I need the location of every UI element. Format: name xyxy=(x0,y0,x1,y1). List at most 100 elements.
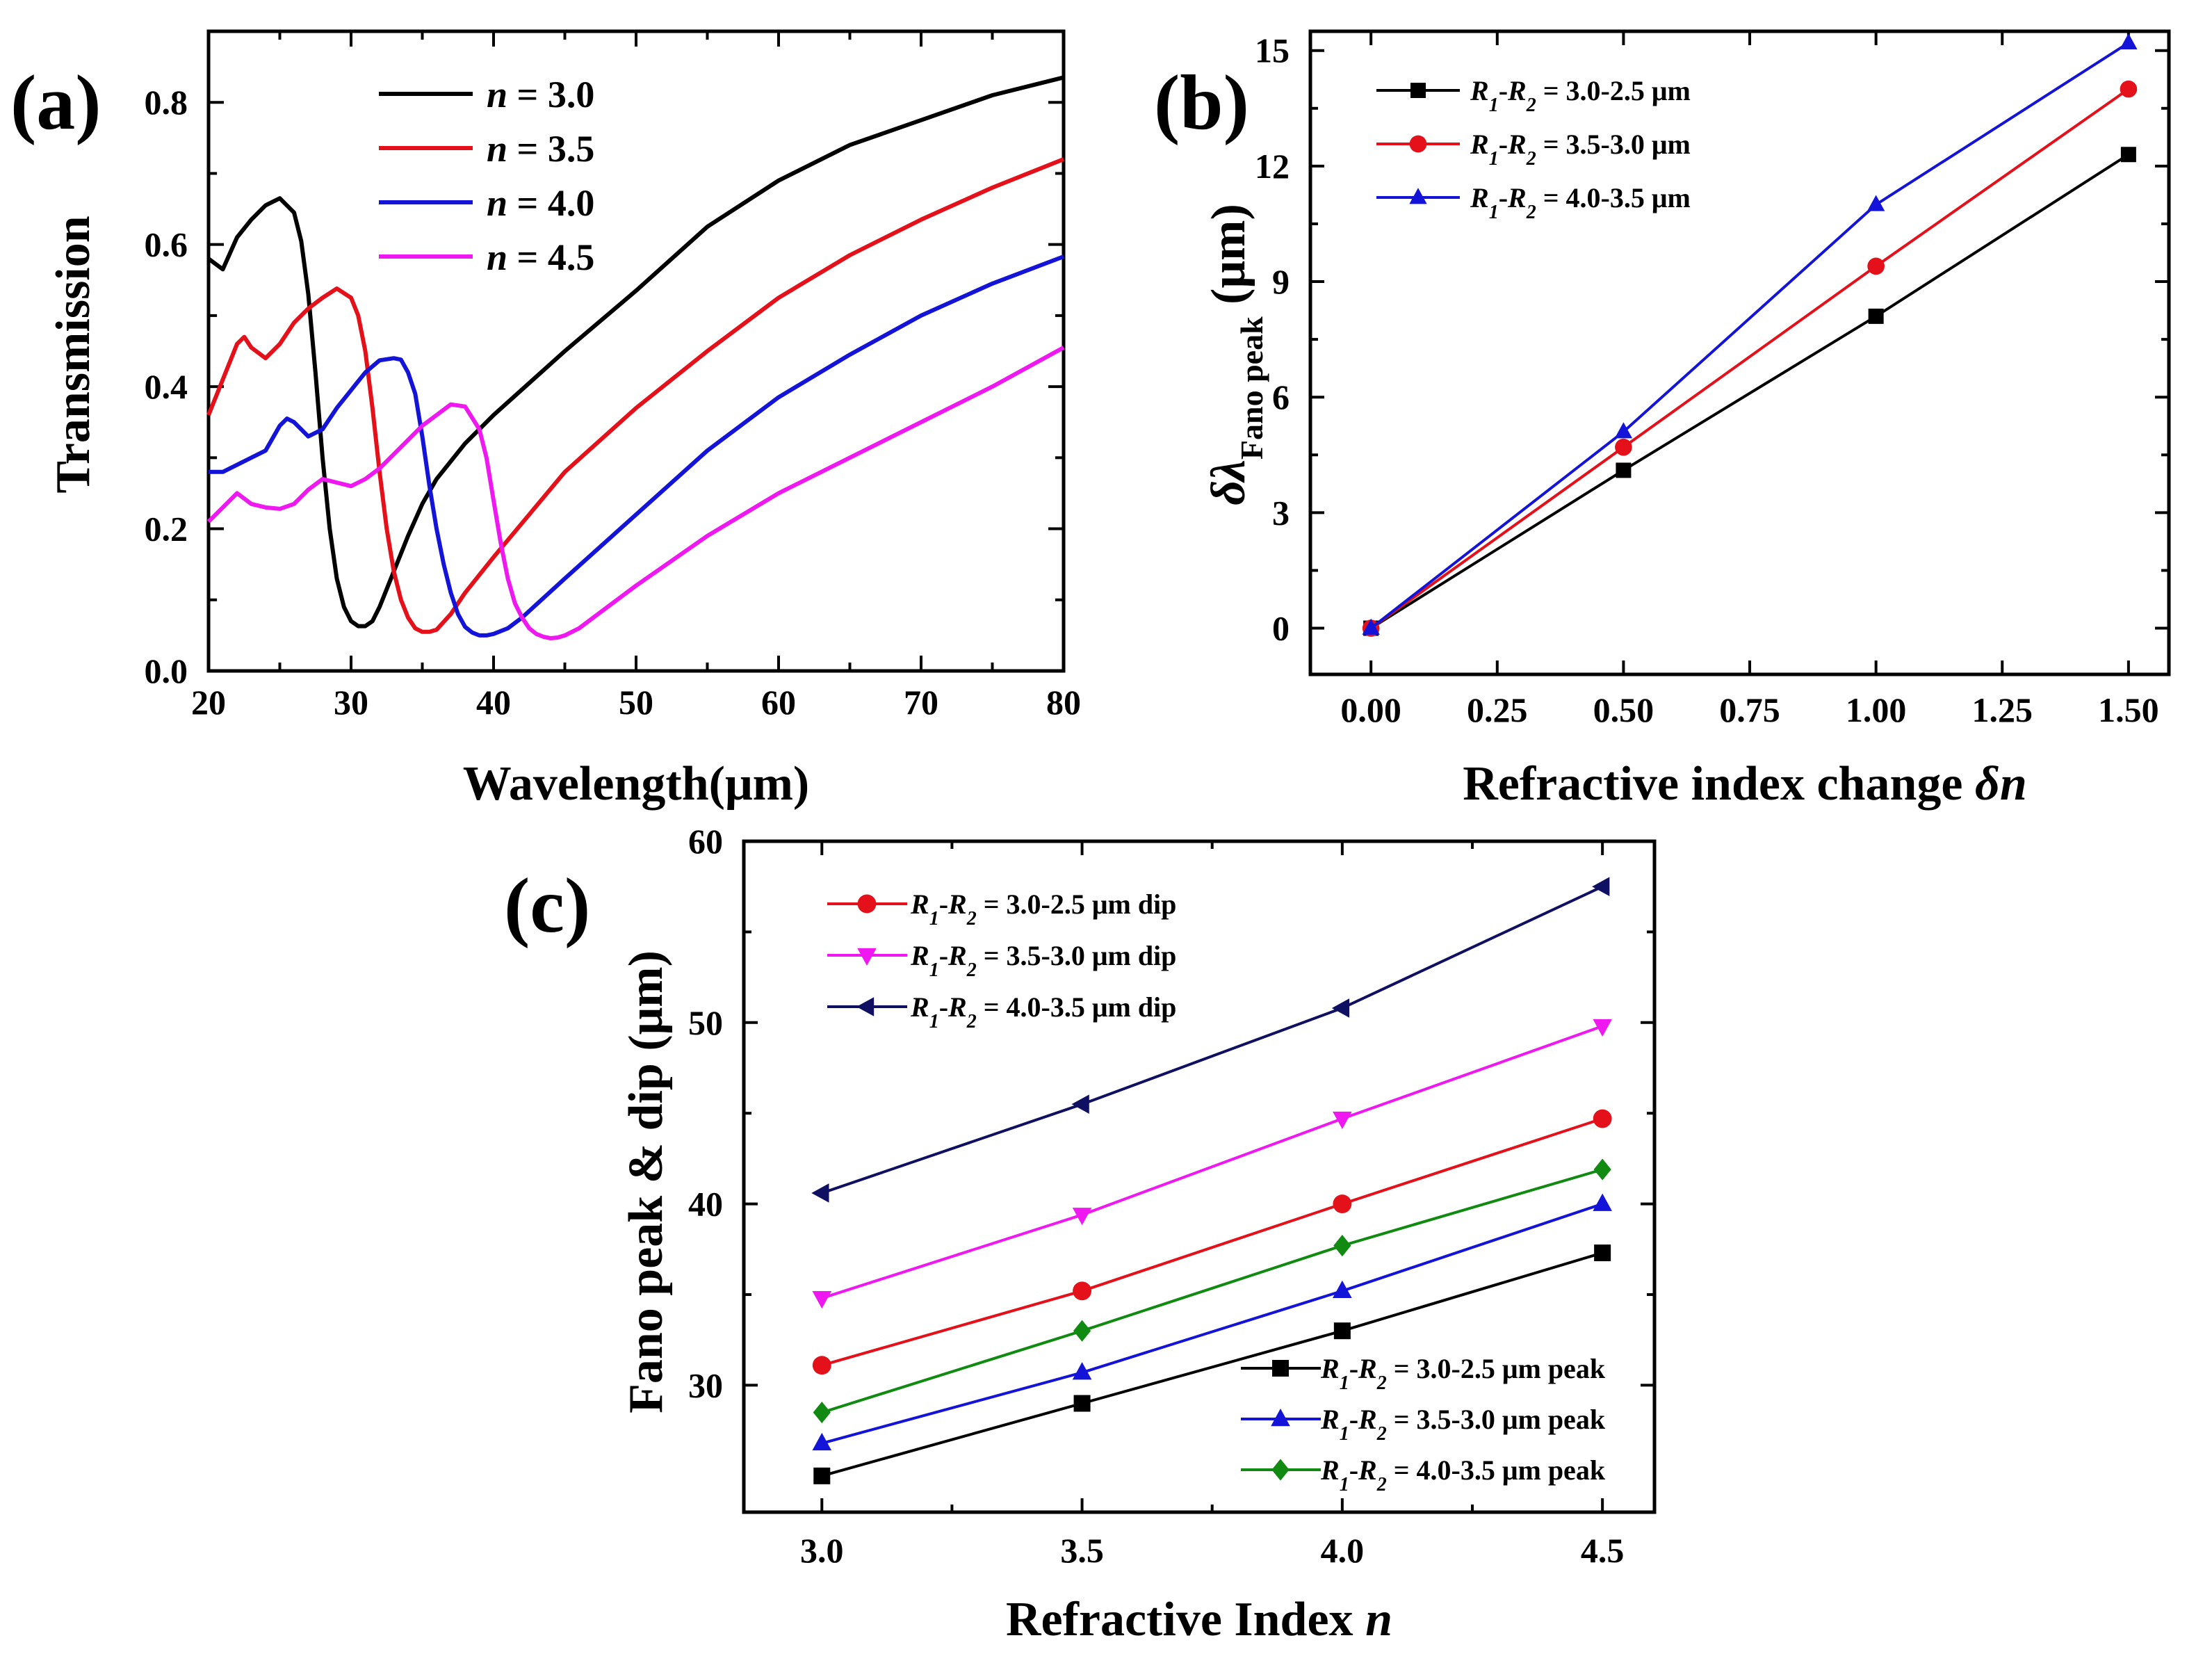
c-data-point xyxy=(1072,1208,1092,1226)
b-data-point xyxy=(2120,80,2138,98)
b-series-line xyxy=(1369,41,2129,630)
c-series-line xyxy=(821,1202,1603,1445)
a-legend-label: n = 3.5 xyxy=(487,128,594,170)
c-y-tick-label: 50 xyxy=(688,1003,723,1042)
c-panel-label: (c) xyxy=(504,863,590,949)
b-x-axis-title: Refractive index change δn xyxy=(1463,757,2027,811)
c-dip-legend-marker xyxy=(857,948,877,966)
c-dip-legend-marker xyxy=(857,894,877,914)
b-data-point xyxy=(2120,147,2136,163)
b-data-point xyxy=(1615,438,1632,456)
legend-label: R1-R2 = 3.0-2.5 μm xyxy=(1470,75,1691,116)
c-x-tick-label: 3.0 xyxy=(800,1531,844,1570)
b-y-tick-label: 9 xyxy=(1272,262,1290,301)
b-series-line xyxy=(1370,153,2129,630)
c-data-point xyxy=(813,1467,831,1484)
b-data-point xyxy=(1867,257,1885,275)
c-data-point xyxy=(1331,998,1350,1018)
a-y-axis-title: Transmission xyxy=(47,216,100,493)
c-data-point xyxy=(1333,1111,1352,1130)
b-legend-marker xyxy=(1409,188,1427,204)
legend-label: R1-R2 = 4.0-3.5 μm dip xyxy=(910,991,1176,1032)
b-y-tick-label: 0 xyxy=(1272,609,1290,648)
c-x-tick-label: 4.0 xyxy=(1321,1531,1365,1570)
c-y-axis-title: Fano peak & dip (μm) xyxy=(619,950,673,1413)
b-x-tick-label: 1.00 xyxy=(1846,690,1907,729)
panel-a-transmission-chart: 20 30 40 50 60 70 80 0.0 0.2 0.4 0.6 0.8 n = 3.0 n = … xyxy=(10,29,1081,811)
c-y-tick-label: 60 xyxy=(688,822,723,861)
a-y-tick-label: 0.6 xyxy=(145,225,188,264)
c-y-tick-label: 30 xyxy=(688,1365,723,1404)
c-data-point xyxy=(1073,1320,1091,1342)
b-y-axis-title: δλFano peak (μm) xyxy=(1202,204,1269,505)
legend-label: R1-R2 = 4.0-3.5 μm xyxy=(1470,182,1691,223)
c-series-line xyxy=(821,1251,1603,1477)
a-x-tick-label: 30 xyxy=(334,683,368,722)
b-x-tick-label: 0.25 xyxy=(1467,690,1528,729)
b-x-tick-label: 0.50 xyxy=(1593,690,1654,729)
b-data-point xyxy=(1362,618,1380,635)
legend-label: R1-R2 = 3.5-3.0 μm dip xyxy=(910,940,1176,981)
c-series-line xyxy=(821,1025,1603,1300)
b-x-tick-label: 1.50 xyxy=(2098,690,2159,729)
panel-b-shift-chart: 0.00 0.25 0.50 0.75 1.00 1.25 1.50 0 3 6 9 12 15 R1-R… xyxy=(1154,29,2171,811)
c-axes-frame xyxy=(742,839,1657,1514)
c-y-tick-label: 40 xyxy=(688,1185,723,1224)
a-y-tick-label: 0.0 xyxy=(145,651,188,690)
c-data-point xyxy=(1594,1244,1611,1262)
c-series-line xyxy=(821,1168,1603,1414)
a-legend-label: n = 4.5 xyxy=(487,236,594,278)
a-series-curve xyxy=(206,157,1065,634)
b-y-tick-label: 6 xyxy=(1272,378,1290,416)
c-data-point xyxy=(1073,1395,1091,1412)
legend-label: R1-R2 = 3.5-3.0 μm xyxy=(1470,129,1691,170)
b-y-tick-label: 12 xyxy=(1255,147,1290,186)
b-y-tick-label: 3 xyxy=(1272,493,1290,532)
b-data-point xyxy=(1614,422,1633,439)
c-data-point xyxy=(812,1432,832,1451)
a-x-tick-label: 70 xyxy=(904,683,938,722)
a-panel-label: (a) xyxy=(10,60,101,146)
legend-label: R1-R2 = 4.0-3.5 μm peak xyxy=(1320,1454,1606,1495)
b-x-tick-label: 0.75 xyxy=(1719,690,1780,729)
c-data-point xyxy=(1333,1280,1352,1299)
c-data-point xyxy=(1333,1194,1352,1214)
a-x-tick-label: 50 xyxy=(619,683,653,722)
a-x-tick-label: 80 xyxy=(1046,683,1081,722)
b-legend-marker xyxy=(1409,135,1427,153)
c-peak-legend-marker xyxy=(1272,1360,1289,1377)
c-dip-legend-marker xyxy=(856,997,875,1016)
c-data-point xyxy=(1073,1281,1092,1301)
c-peak-legend-marker xyxy=(1271,1459,1290,1481)
b-x-tick-label: 0.00 xyxy=(1340,690,1401,729)
legend-label: R1-R2 = 3.5-3.0 μm peak xyxy=(1320,1404,1606,1445)
b-x-tick-label: 1.25 xyxy=(1972,690,2033,729)
b-axes-frame xyxy=(1308,29,2171,676)
c-data-point xyxy=(812,1291,832,1309)
b-data-point xyxy=(1616,462,1632,478)
b-panel-label: (b) xyxy=(1154,60,1249,146)
c-data-point xyxy=(1071,1094,1089,1114)
panel-c-peak-dip-chart: 3.0 3.5 4.0 4.5 30 40 50 60 R1-R2 = 3.0-2.5 μm d… xyxy=(504,822,1657,1646)
a-x-tick-label: 40 xyxy=(476,683,511,722)
c-data-point xyxy=(1593,1158,1611,1181)
b-data-point xyxy=(1868,308,1884,324)
b-series-line xyxy=(1370,88,2130,630)
a-series-curve xyxy=(206,346,1065,640)
c-data-point xyxy=(1593,1019,1612,1037)
a-legend-label: n = 3.0 xyxy=(487,74,594,115)
a-y-tick-label: 0.8 xyxy=(145,83,188,122)
c-x-tick-label: 3.5 xyxy=(1060,1531,1104,1570)
c-x-axis-title: Refractive Index n xyxy=(1006,1593,1392,1646)
c-data-point xyxy=(1593,1109,1612,1128)
b-data-point xyxy=(1867,195,1885,211)
c-data-point xyxy=(812,1356,831,1375)
b-legend-marker xyxy=(1410,83,1426,98)
a-series-curve xyxy=(207,75,1064,629)
a-x-tick-label: 60 xyxy=(761,683,796,722)
c-x-tick-label: 4.5 xyxy=(1581,1531,1625,1570)
a-y-tick-label: 0.4 xyxy=(145,367,188,406)
a-y-tick-label: 0.2 xyxy=(145,510,188,549)
b-data-point xyxy=(2120,33,2138,49)
c-data-point xyxy=(1593,1193,1612,1211)
